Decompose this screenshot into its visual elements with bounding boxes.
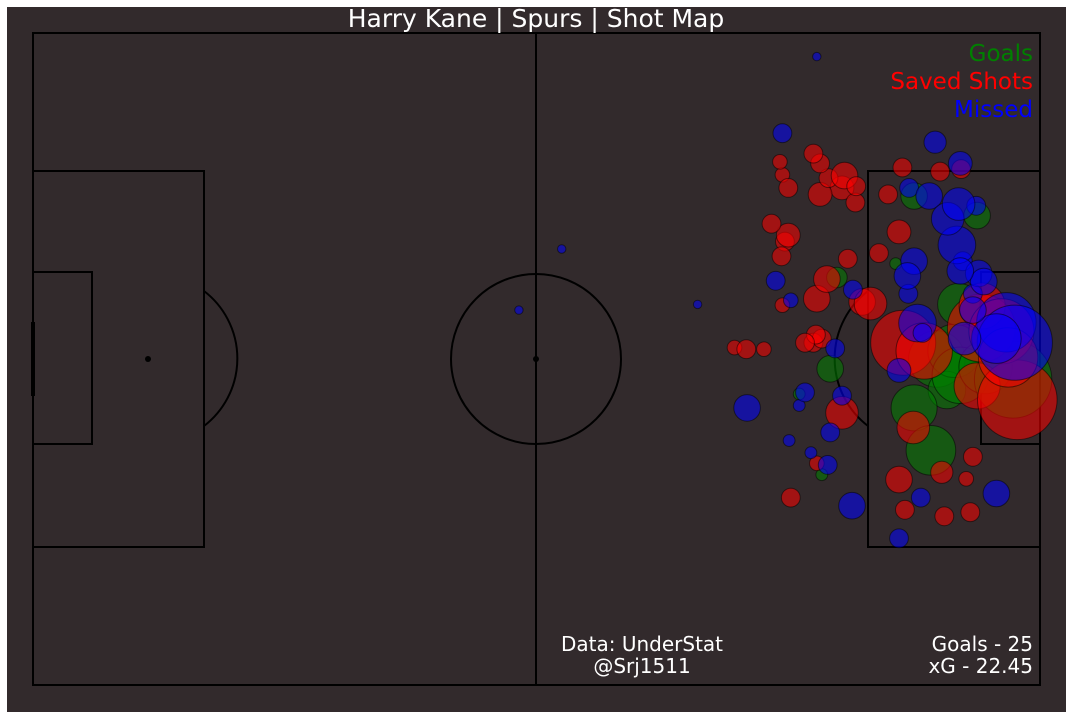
xg-summary: xG - 22.45 (928, 654, 1033, 678)
shot-marker-missed (557, 244, 567, 254)
shot-marker-saved-shots (771, 246, 792, 267)
shot-marker-saved-shots (869, 243, 889, 264)
shot-marker-saved-shots (736, 339, 757, 360)
shot-marker-missed (941, 187, 976, 221)
shot-marker-missed (817, 455, 838, 475)
shot-marker-missed (910, 487, 931, 508)
legend-goals: Goals (969, 41, 1033, 67)
shot-marker-saved-shots (778, 178, 799, 198)
chart-title: Harry Kane | Spurs | Shot Map (348, 4, 725, 33)
shot-marker-saved-shots (892, 157, 913, 178)
shot-marker-saved-shots (775, 222, 801, 248)
shot-marker-goals (816, 355, 845, 383)
legend-saved-shots: Saved Shots (890, 69, 1033, 95)
legend: Goals Saved Shots Missed (890, 41, 1033, 123)
shot-marker-missed (795, 382, 815, 403)
shot-marker-missed (982, 479, 1011, 508)
shot-marker-saved-shots (756, 341, 772, 358)
centre-spot (533, 356, 539, 362)
shot-marker-missed (959, 296, 987, 324)
left-penalty-spot (145, 356, 151, 362)
shot-marker-missed (782, 434, 796, 447)
shot-marker-missed (970, 267, 998, 296)
shot-marker-missed (820, 422, 841, 443)
shot-marker-missed (923, 130, 947, 154)
shot-marker-saved-shots (958, 471, 975, 487)
shot-marker-missed (946, 257, 975, 285)
shot-marker-missed (832, 385, 852, 406)
shot-marker-missed (843, 279, 863, 300)
shot-marker-saved-shots (853, 286, 888, 321)
shot-marker-missed (733, 394, 761, 422)
shot-marker-missed (812, 51, 822, 62)
shot-marker-saved-shots (761, 213, 782, 234)
shots-layer (514, 51, 1058, 549)
shot-marker-saved-shots (846, 176, 867, 197)
shot-marker-saved-shots (780, 487, 801, 508)
shot-marker-saved-shots (895, 499, 915, 520)
shot-marker-missed (783, 292, 799, 309)
centre-circle (450, 273, 622, 445)
shot-marker-saved-shots (934, 506, 955, 527)
shot-marker-saved-shots (837, 248, 858, 269)
shot-marker-missed (838, 491, 866, 520)
shot-marker-missed (772, 123, 793, 144)
shot-marker-saved-shots (813, 265, 841, 293)
shot-marker-saved-shots (960, 502, 981, 523)
shot-marker-missed (514, 305, 524, 315)
shot-marker-missed (886, 358, 912, 383)
shot-marker-saved-shots (930, 161, 950, 182)
shot-marker-saved-shots (930, 460, 954, 484)
shot-marker-missed (804, 446, 818, 460)
shot-marker-saved-shots (795, 332, 815, 353)
shot-marker-saved-shots (772, 154, 788, 170)
shot-marker-missed (692, 299, 703, 310)
shot-marker-missed (912, 323, 933, 343)
shot-marker-missed (947, 151, 973, 176)
credit-source: Data: UnderStat (561, 632, 723, 656)
shot-marker-missed (893, 262, 922, 290)
shot-marker-saved-shots (885, 465, 913, 494)
shot-marker-missed (947, 321, 982, 356)
legend-missed: Missed (954, 97, 1033, 123)
goals-summary: Goals - 25 (932, 632, 1033, 656)
left-penalty-arc (203, 290, 239, 427)
shot-marker-missed (765, 270, 786, 291)
shot-marker-missed (889, 528, 909, 549)
shot-marker-saved-shots (878, 184, 898, 205)
shot-marker-saved-shots (896, 410, 931, 445)
shot-marker-saved-shots (886, 219, 912, 245)
shot-marker-saved-shots (803, 143, 824, 164)
shot-marker-saved-shots (963, 446, 983, 467)
credit-author: @Srj1511 (593, 654, 690, 678)
shot-marker-missed (825, 338, 846, 359)
shot-marker-missed (915, 182, 944, 210)
